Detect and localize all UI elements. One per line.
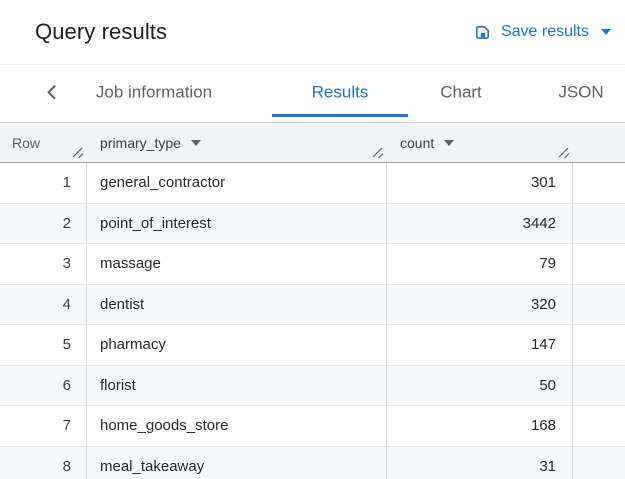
count-cell: 50 — [387, 365, 573, 405]
save-icon — [473, 23, 492, 42]
count-cell: 301 — [387, 163, 573, 203]
active-tab-indicator — [272, 114, 408, 117]
count-cell: 320 — [387, 284, 573, 324]
save-results-label: Save results — [500, 23, 589, 40]
column-header-count[interactable]: count — [387, 123, 573, 162]
page-title: Query results — [35, 19, 168, 44]
results-tab-bar: Job information Results Chart JSON — [0, 65, 625, 122]
query-results-header: Query results Save results — [0, 0, 625, 65]
chevron-left-icon — [44, 83, 59, 101]
column-resize-handle-icon[interactable] — [556, 145, 570, 159]
column-resize-handle-icon[interactable] — [70, 145, 84, 159]
table-header-row: Row primary_type count — [0, 122, 625, 163]
filler-cell — [573, 325, 625, 365]
row-number-cell: 1 — [0, 163, 87, 203]
column-label-count: count — [400, 134, 435, 151]
table-row: 7 home_goods_store 168 — [0, 406, 625, 447]
tab-scroll-left-button[interactable] — [42, 81, 61, 103]
column-header-row: Row — [0, 123, 87, 162]
save-results-button[interactable]: Save results — [473, 23, 611, 42]
count-cell: 147 — [387, 325, 573, 365]
primary-type-cell: massage — [87, 244, 387, 284]
row-number-cell: 8 — [0, 446, 87, 479]
column-label-row: Row — [12, 134, 41, 151]
primary-type-cell: dentist — [87, 284, 387, 324]
row-number-cell: 7 — [0, 406, 87, 446]
tab-results[interactable]: Results — [311, 81, 369, 101]
primary-type-cell: meal_takeaway — [87, 446, 387, 479]
table-row: 3 massage 79 — [0, 244, 625, 285]
table-row: 6 florist 50 — [0, 365, 625, 406]
row-number-cell: 2 — [0, 203, 87, 243]
filler-cell — [573, 406, 625, 446]
table-body: 1 general_contractor 301 2 point_of_inte… — [0, 163, 625, 479]
column-header-filler — [573, 123, 625, 162]
column-label-primary-type: primary_type — [100, 134, 181, 151]
count-cell: 31 — [387, 446, 573, 479]
table-row: 5 pharmacy 147 — [0, 325, 625, 366]
count-cell: 168 — [387, 406, 573, 446]
primary-type-cell: home_goods_store — [87, 406, 387, 446]
filler-cell — [573, 447, 625, 479]
column-dropdown-caret-icon — [444, 139, 455, 146]
row-number-cell: 5 — [0, 325, 87, 365]
table-row: 4 dentist 320 — [0, 284, 625, 325]
table-row: 8 meal_takeaway 31 — [0, 446, 625, 479]
count-cell: 3442 — [387, 203, 573, 243]
primary-type-cell: florist — [87, 365, 387, 405]
row-number-cell: 4 — [0, 284, 87, 324]
primary-type-cell: pharmacy — [87, 325, 387, 365]
table-row: 2 point_of_interest 3442 — [0, 203, 625, 244]
filler-cell — [573, 366, 625, 406]
column-resize-handle-icon[interactable] — [370, 145, 384, 159]
results-table: Row primary_type count — [0, 122, 625, 479]
primary-type-cell: point_of_interest — [87, 203, 387, 243]
table-row: 1 general_contractor 301 — [0, 163, 625, 204]
filler-cell — [573, 163, 625, 203]
filler-cell — [573, 244, 625, 284]
tab-job-information[interactable]: Job information — [95, 81, 213, 101]
filler-cell — [573, 285, 625, 325]
tab-chart[interactable]: Chart — [440, 81, 482, 101]
save-dropdown-caret-icon — [601, 29, 611, 35]
column-dropdown-caret-icon — [190, 139, 201, 146]
row-number-cell: 3 — [0, 244, 87, 284]
filler-cell — [573, 204, 625, 244]
row-number-cell: 6 — [0, 365, 87, 405]
tab-json[interactable]: JSON — [558, 81, 604, 101]
primary-type-cell: general_contractor — [87, 163, 387, 203]
column-header-primary-type[interactable]: primary_type — [87, 123, 387, 162]
count-cell: 79 — [387, 244, 573, 284]
